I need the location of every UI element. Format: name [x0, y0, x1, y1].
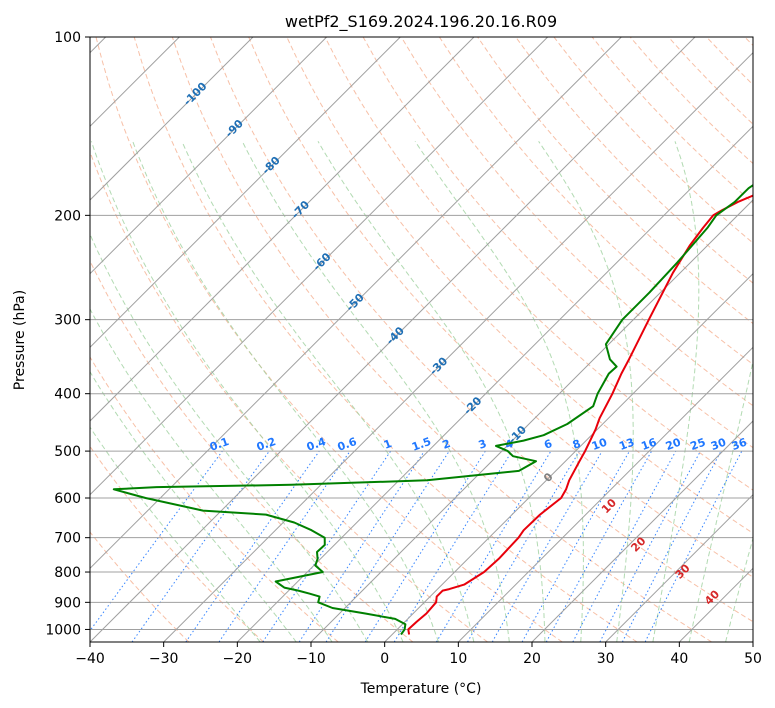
- isotherm-line: [90, 37, 696, 642]
- x-tick-label: −30: [149, 651, 179, 667]
- mixing-ratio-label: 1.5: [410, 435, 433, 454]
- chart-title: wetPf2_S169.2024.196.20.16.R09: [285, 12, 557, 32]
- x-tick-label: −10: [296, 651, 326, 667]
- mixing-ratio-line: [393, 450, 513, 642]
- x-axis-label: Temperature (°C): [360, 681, 482, 697]
- mixing-ratio-label: 36: [730, 436, 749, 454]
- mixing-ratio-line: [262, 450, 392, 642]
- x-tick-label: 20: [523, 651, 541, 667]
- y-tick-label: 400: [54, 387, 81, 403]
- x-tick-label: 10: [449, 651, 467, 667]
- axis-ticks: −40 −30 −20 −10 0 10 20 30 40 5010020030040050060…: [45, 30, 762, 667]
- mixing-ratio-label: 10: [590, 436, 609, 454]
- dry-adiabat-line: [90, 445, 264, 642]
- dry-adiabat-line: [133, 37, 638, 642]
- mixing-ratio-line: [298, 450, 425, 642]
- isotherm-line: [90, 37, 401, 349]
- dry-adiabat-line: [95, 37, 563, 642]
- mixing-ratio-label: 20: [664, 436, 683, 454]
- mixing-ratio-label: 3: [477, 437, 489, 452]
- mixing-ratio-label: 0.6: [336, 435, 359, 454]
- guide-lines: [90, 37, 753, 642]
- dry-adiabat-line: [210, 37, 753, 623]
- dry-adiabat-line: [90, 531, 190, 642]
- y-tick-label: 500: [54, 444, 81, 460]
- mixing-ratio-line: [185, 450, 320, 642]
- dry-adiabat-line: [400, 37, 753, 407]
- mixing-ratio-line: [131, 450, 270, 642]
- plot-frame: [89, 36, 754, 643]
- mixing-ratio-label: 6: [542, 437, 554, 452]
- mixing-ratio-label: 25: [689, 436, 708, 453]
- y-axis-label: Pressure (hPa): [12, 290, 28, 390]
- mixing-ratio-label: 0.2: [255, 435, 278, 454]
- x-tick-label: −40: [75, 651, 105, 667]
- profile-lines: [112, 183, 753, 636]
- x-tick-label: 40: [670, 651, 688, 667]
- mixing-ratio-line: [90, 450, 223, 632]
- isotherm-line: [163, 51, 753, 642]
- isotherm-line: [90, 37, 254, 201]
- mixing-ratio-label: 2: [441, 437, 453, 452]
- mixing-ratio-label: 13: [617, 436, 636, 453]
- mixing-ratio-line: [545, 450, 653, 642]
- y-tick-label: 800: [54, 565, 81, 581]
- mixing-ratio-label: 30: [709, 436, 728, 454]
- isotherm-line: [90, 37, 328, 275]
- temperature-profile-line: [407, 194, 753, 635]
- y-tick-label: 700: [54, 531, 81, 547]
- dry-adiabat-line: [438, 37, 753, 366]
- mixing-ratio-label: 1: [382, 437, 394, 452]
- isotherm-line: [90, 37, 549, 496]
- y-tick-label: 300: [54, 313, 81, 329]
- isotherm-line: [90, 37, 475, 422]
- dry-adiabat-line: [324, 37, 753, 491]
- x-tick-label: 0: [380, 651, 389, 667]
- x-tick-label: 50: [744, 651, 762, 667]
- mixing-ratio-line: [325, 450, 450, 642]
- y-tick-label: 100: [54, 30, 81, 46]
- y-tick-label: 600: [54, 491, 81, 507]
- y-tick-label: 1000: [45, 622, 81, 638]
- mixing-ratio-label: 0.4: [305, 435, 328, 454]
- isotherm-line: [531, 420, 753, 642]
- dry-adiabat-line: [248, 37, 753, 578]
- mixing-ratio-line: [218, 450, 351, 642]
- mixing-ratio-line: [644, 450, 743, 642]
- x-tick-label: 30: [597, 651, 615, 667]
- dewpoint-profile-line: [112, 183, 753, 636]
- isotherm-line: [90, 37, 622, 570]
- isotherm-line: [605, 493, 753, 642]
- mixing-ratio-label: 0.1: [208, 435, 231, 454]
- mixing-ratio-line: [521, 450, 630, 642]
- isotherm-line: [310, 199, 753, 642]
- isotherm-line: [384, 272, 753, 642]
- isotherm-line: [236, 125, 753, 642]
- isotherm-line: [457, 346, 753, 642]
- dry-adiabat-line: [90, 150, 488, 642]
- y-tick-label: 200: [54, 208, 81, 224]
- x-tick-label: −20: [223, 651, 253, 667]
- y-tick-label: 900: [54, 595, 81, 611]
- dry-adiabat-line: [515, 37, 753, 284]
- dry-adiabat-line: [171, 37, 712, 642]
- mixing-ratio-label: 8: [571, 437, 583, 452]
- mixing-ratio-label: 16: [640, 436, 659, 454]
- mixing-ratio-line: [572, 450, 677, 642]
